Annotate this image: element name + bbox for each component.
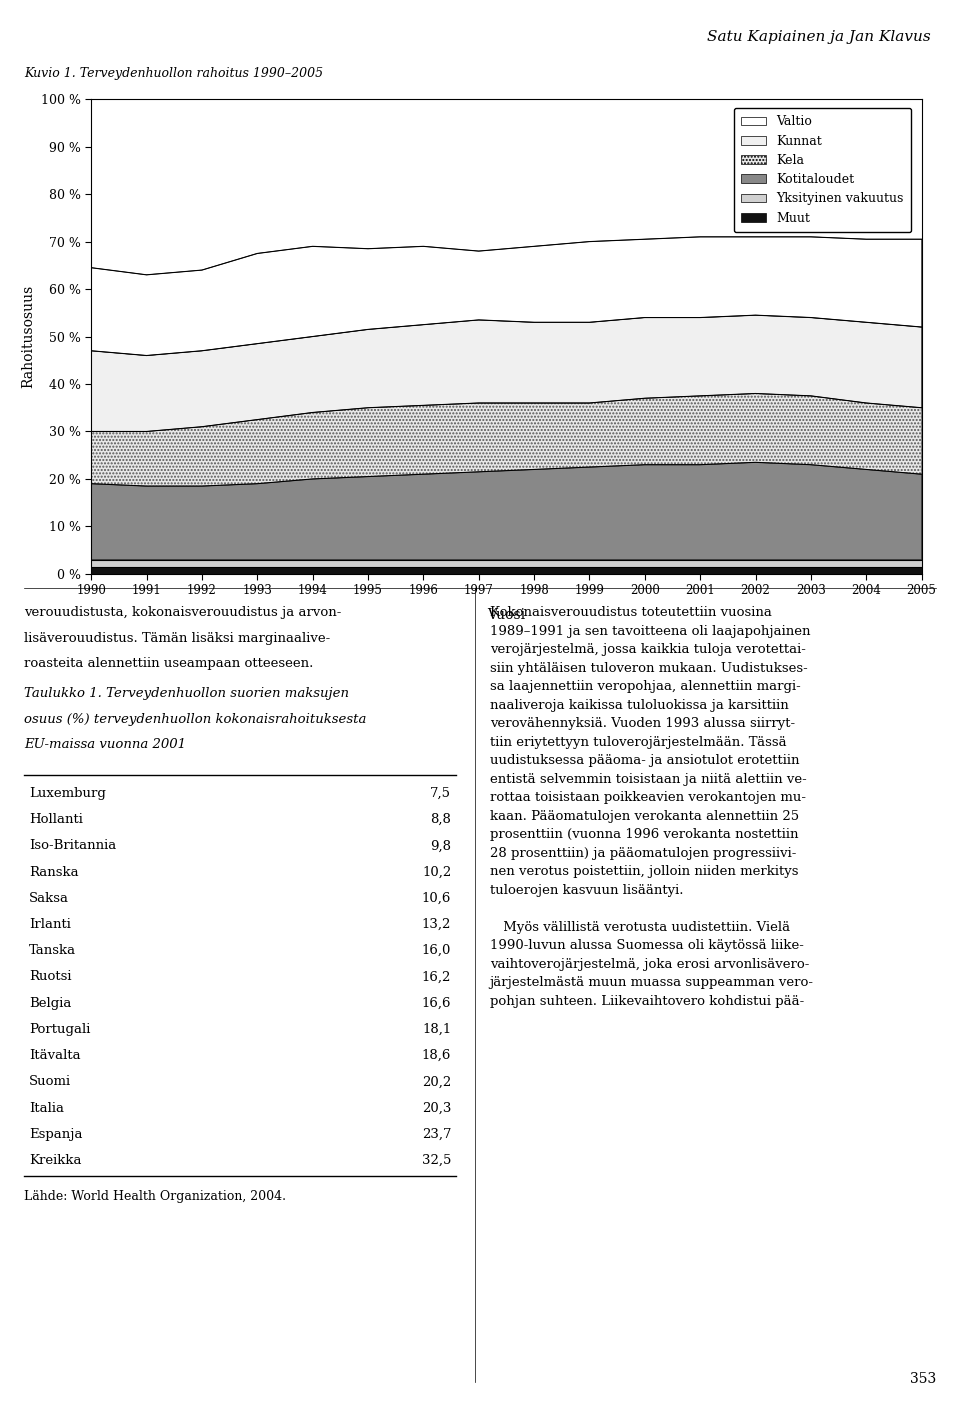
Text: Luxemburg: Luxemburg bbox=[29, 786, 106, 801]
Text: lisäverouudistus. Tämän lisäksi marginaalive-: lisäverouudistus. Tämän lisäksi marginaa… bbox=[24, 632, 330, 645]
Text: Ruotsi: Ruotsi bbox=[29, 971, 71, 983]
Text: 10,6: 10,6 bbox=[421, 891, 451, 905]
Text: Saksa: Saksa bbox=[29, 891, 69, 905]
Text: Kokonaisverouudistus toteutettiin vuosina
1989–1991 ja sen tavoitteena oli laaja: Kokonaisverouudistus toteutettiin vuosin… bbox=[490, 606, 814, 1007]
Text: 16,2: 16,2 bbox=[421, 971, 451, 983]
Text: Iso-Britannia: Iso-Britannia bbox=[29, 839, 116, 853]
Text: Kreikka: Kreikka bbox=[29, 1153, 82, 1168]
Text: Irlanti: Irlanti bbox=[29, 918, 71, 931]
Text: 16,0: 16,0 bbox=[421, 944, 451, 958]
Text: Kuvio 1. Terveydenhuollon rahoitus 1990–2005: Kuvio 1. Terveydenhuollon rahoitus 1990–… bbox=[24, 67, 324, 79]
Text: Taulukko 1. Terveydenhuollon suorien maksujen: Taulukko 1. Terveydenhuollon suorien mak… bbox=[24, 687, 349, 700]
Text: Ranska: Ranska bbox=[29, 866, 79, 879]
Text: Lähde: World Health Organization, 2004.: Lähde: World Health Organization, 2004. bbox=[24, 1190, 286, 1203]
Text: Hollanti: Hollanti bbox=[29, 813, 83, 826]
Text: 18,6: 18,6 bbox=[421, 1049, 451, 1063]
Text: Satu Kapiainen ja Jan Klavus: Satu Kapiainen ja Jan Klavus bbox=[708, 30, 931, 44]
Text: 9,8: 9,8 bbox=[430, 839, 451, 853]
X-axis label: Vuosi: Vuosi bbox=[488, 608, 525, 622]
Text: 20,2: 20,2 bbox=[422, 1076, 451, 1088]
Text: Itävalta: Itävalta bbox=[29, 1049, 81, 1063]
Text: Suomi: Suomi bbox=[29, 1076, 71, 1088]
Text: Portugali: Portugali bbox=[29, 1023, 90, 1036]
Text: Italia: Italia bbox=[29, 1101, 63, 1115]
Text: Belgia: Belgia bbox=[29, 996, 71, 1010]
Text: 23,7: 23,7 bbox=[421, 1128, 451, 1141]
Text: 16,6: 16,6 bbox=[421, 996, 451, 1010]
Text: 10,2: 10,2 bbox=[422, 866, 451, 879]
Text: 20,3: 20,3 bbox=[421, 1101, 451, 1115]
Text: 32,5: 32,5 bbox=[421, 1153, 451, 1168]
Text: 353: 353 bbox=[910, 1372, 936, 1386]
Text: roasteita alennettiin useampaan otteeseen.: roasteita alennettiin useampaan otteesee… bbox=[24, 657, 313, 670]
Y-axis label: Rahoitusosuus: Rahoitusosuus bbox=[21, 285, 36, 388]
Text: Espanja: Espanja bbox=[29, 1128, 83, 1141]
Text: 18,1: 18,1 bbox=[422, 1023, 451, 1036]
Text: 7,5: 7,5 bbox=[430, 786, 451, 801]
Text: Tanska: Tanska bbox=[29, 944, 76, 958]
Text: 8,8: 8,8 bbox=[430, 813, 451, 826]
Text: osuus (%) terveydenhuollon kokonaisrahoituksesta: osuus (%) terveydenhuollon kokonaisrahoi… bbox=[24, 713, 367, 726]
Text: EU-maissa vuonna 2001: EU-maissa vuonna 2001 bbox=[24, 738, 186, 751]
Text: 13,2: 13,2 bbox=[421, 918, 451, 931]
Legend: Valtio, Kunnat, Kela, Kotitaloudet, Yksityinen vakuutus, Muut: Valtio, Kunnat, Kela, Kotitaloudet, Yksi… bbox=[733, 108, 911, 232]
Text: verouudistusta, kokonaisverouudistus ja arvon-: verouudistusta, kokonaisverouudistus ja … bbox=[24, 606, 342, 619]
